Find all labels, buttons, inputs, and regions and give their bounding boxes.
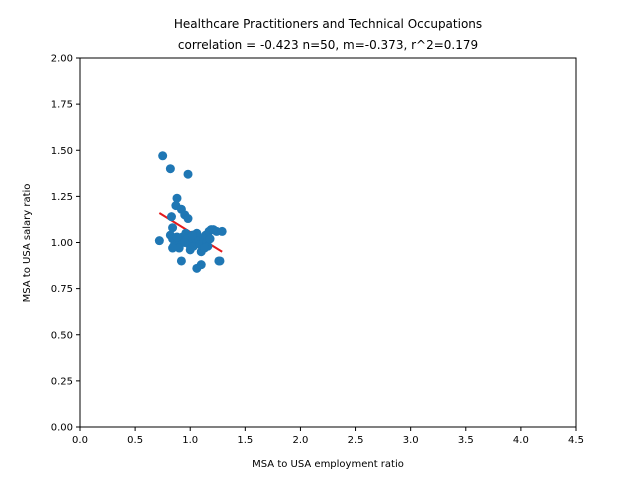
data-point <box>168 223 178 233</box>
data-point <box>180 238 190 247</box>
data-point <box>205 234 215 244</box>
x-tick-label: 1.5 <box>237 435 253 446</box>
y-tick-label: 0.75 <box>51 284 73 295</box>
y-tick-label: 0.25 <box>51 376 73 387</box>
data-point <box>187 230 197 240</box>
plot-area <box>79 57 577 428</box>
x-tick-label: 2.0 <box>292 435 308 446</box>
x-tick-label: 0.0 <box>72 435 88 446</box>
data-point <box>154 236 164 246</box>
x-tick-label: 4.5 <box>568 435 584 446</box>
x-tick-label: 3.0 <box>403 435 419 446</box>
data-point <box>166 212 176 222</box>
axis-ticks: 0.0 0.5 1.0 1.5 2.0 2.5 3.0 3.5 4.0 4.5 0.00 0.25 0.… <box>51 54 584 447</box>
x-tick-label: 4.0 <box>513 435 529 446</box>
x-axis-label: MSA to USA employment ratio <box>252 459 404 470</box>
y-tick-label: 0.00 <box>51 423 73 434</box>
x-tick-label: 3.5 <box>458 435 474 446</box>
y-tick-label: 1.00 <box>51 238 73 249</box>
data-point <box>215 256 225 266</box>
data-point <box>172 232 182 242</box>
data-point <box>183 214 193 224</box>
data-point <box>158 151 168 161</box>
data-point <box>172 193 182 203</box>
data-point <box>174 243 184 253</box>
x-tick-label: 2.5 <box>348 435 364 446</box>
y-tick-label: 1.50 <box>51 146 73 157</box>
data-point <box>217 226 227 236</box>
x-tick-label: 0.5 <box>127 435 143 446</box>
data-point <box>200 243 210 253</box>
y-tick-label: 2.00 <box>51 54 73 65</box>
y-tick-label: 1.75 <box>51 100 73 111</box>
data-point <box>168 243 178 253</box>
y-tick-label: 1.25 <box>51 192 73 203</box>
chart-subtitle: correlation = -0.423 n=50, m=-0.373, r^2… <box>178 38 478 52</box>
data-point <box>176 256 186 266</box>
data-point <box>165 164 175 174</box>
data-point <box>196 260 206 270</box>
x-tick-label: 1.0 <box>182 435 198 446</box>
chart-title: Healthcare Practitioners and Technical O… <box>174 17 482 31</box>
y-axis-label: MSA to USA salary ratio <box>22 184 33 303</box>
y-tick-label: 0.50 <box>51 330 73 341</box>
data-point <box>183 169 193 179</box>
